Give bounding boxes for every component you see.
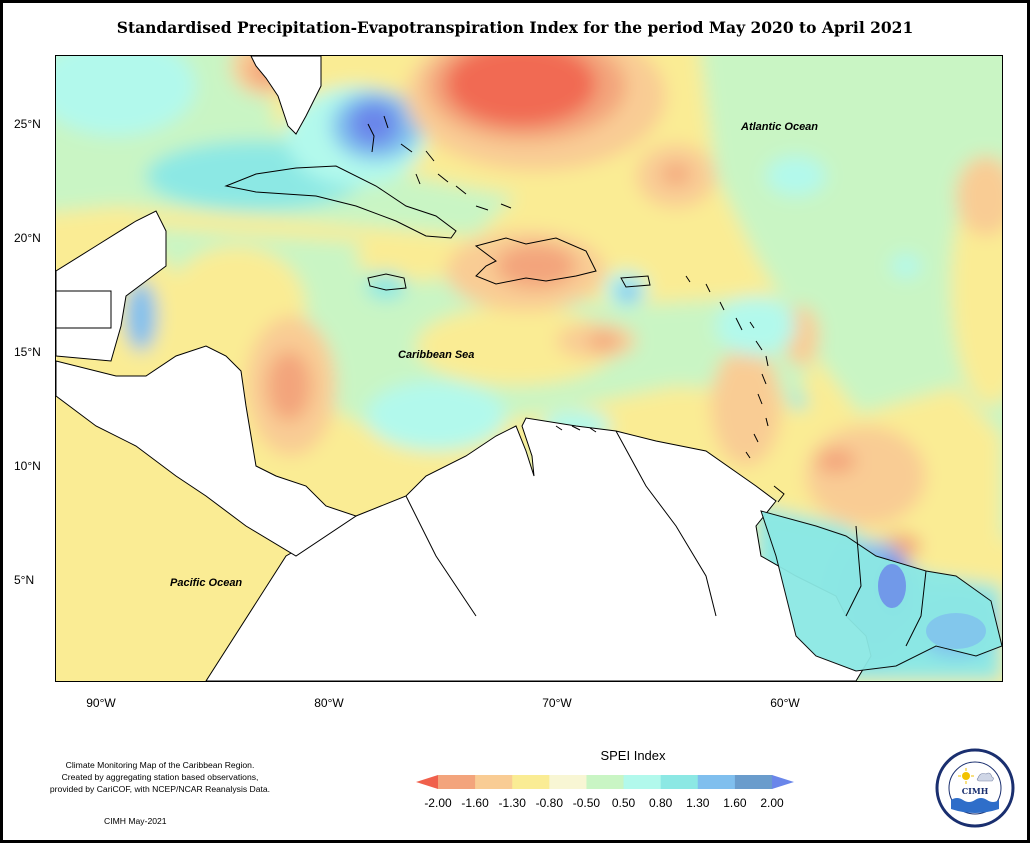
legend-swatch: [586, 775, 625, 789]
map-description: Climate Monitoring Map of the Caribbean …: [40, 759, 280, 795]
lat-label-20n: 20°N: [14, 231, 41, 245]
central-america-landmass: [56, 345, 358, 557]
legend-tick-label: -1.30: [498, 796, 526, 810]
jamaica-island: [367, 273, 407, 291]
label-caribbean-sea: Caribbean Sea: [398, 349, 474, 361]
lon-label-80w: 80°W: [314, 696, 344, 710]
label-pacific-ocean: Pacific Ocean: [170, 577, 242, 589]
cimh-logo-graphic: CIMH: [935, 748, 1015, 828]
legend-swatch: [512, 775, 550, 789]
hispaniola-island: [474, 237, 597, 285]
legend-tick-label: 0.80: [648, 796, 673, 810]
spei-map[interactable]: Atlantic Ocean Caribbean Sea Pacific Oce…: [55, 55, 1003, 682]
legend-swatch: [438, 775, 476, 789]
legend-swatch-under: [416, 775, 438, 789]
waves-icon: [951, 798, 999, 813]
legend-tick-label: 1.30: [686, 796, 710, 810]
legend-tick-label: 2.00: [760, 796, 784, 810]
lat-label-5n: 5°N: [14, 573, 35, 587]
map-canvas: Atlantic Ocean Caribbean Sea Pacific Oce…: [56, 56, 1002, 681]
cimh-logo: CIMH: [934, 747, 1016, 834]
lon-label-70w: 70°W: [542, 696, 572, 710]
color-legend: [416, 772, 796, 797]
sun-icon: [962, 772, 970, 780]
lon-label-90w: 90°W: [86, 696, 116, 710]
note-line-1: Climate Monitoring Map of the Caribbean …: [65, 760, 255, 770]
logo-acronym: CIMH: [962, 786, 989, 796]
legend-swatch: [475, 775, 513, 789]
legend-tick-label: 0.50: [611, 796, 636, 810]
florida-landmass: [250, 56, 322, 135]
puerto-rico-island: [620, 275, 651, 288]
lon-label-60w: 60°W: [770, 696, 800, 710]
map-title: Standardised Precipitation-Evapotranspir…: [116, 18, 914, 37]
lat-label-10n: 10°N: [14, 459, 41, 473]
label-atlantic-ocean: Atlantic Ocean: [740, 121, 818, 133]
legend-title: SPEI Index: [600, 748, 666, 763]
legend-tick-label: -0.50: [572, 796, 601, 810]
legend-colorbar: [416, 775, 794, 789]
legend-swatch: [734, 775, 773, 789]
legend-swatch: [623, 775, 662, 789]
legend-tick-label: 1.60: [723, 796, 747, 810]
legend-swatch: [549, 775, 587, 789]
legend-swatch-over: [772, 775, 794, 789]
legend-swatch: [697, 775, 736, 789]
lat-label-15n: 15°N: [14, 345, 41, 359]
note-line-2: Created by aggregating station based obs…: [61, 772, 259, 782]
cloud-icon: [976, 772, 994, 782]
abc-islands: [555, 425, 597, 433]
legend-tick-label: -1.60: [461, 796, 489, 810]
legend-tick-label: -2.00: [424, 796, 452, 810]
cuba-island: [224, 165, 457, 239]
bahamas-islands: [367, 115, 512, 211]
legend-swatch: [660, 775, 699, 789]
lesser-antilles-islands: [685, 275, 785, 503]
lat-label-25n: 25°N: [14, 117, 41, 131]
note-line-3: provided by CariCOF, with NCEP/NCAR Rean…: [49, 784, 271, 794]
legend-tick-label: -0.80: [535, 796, 563, 810]
credit-text: CIMH May-2021: [104, 816, 167, 826]
